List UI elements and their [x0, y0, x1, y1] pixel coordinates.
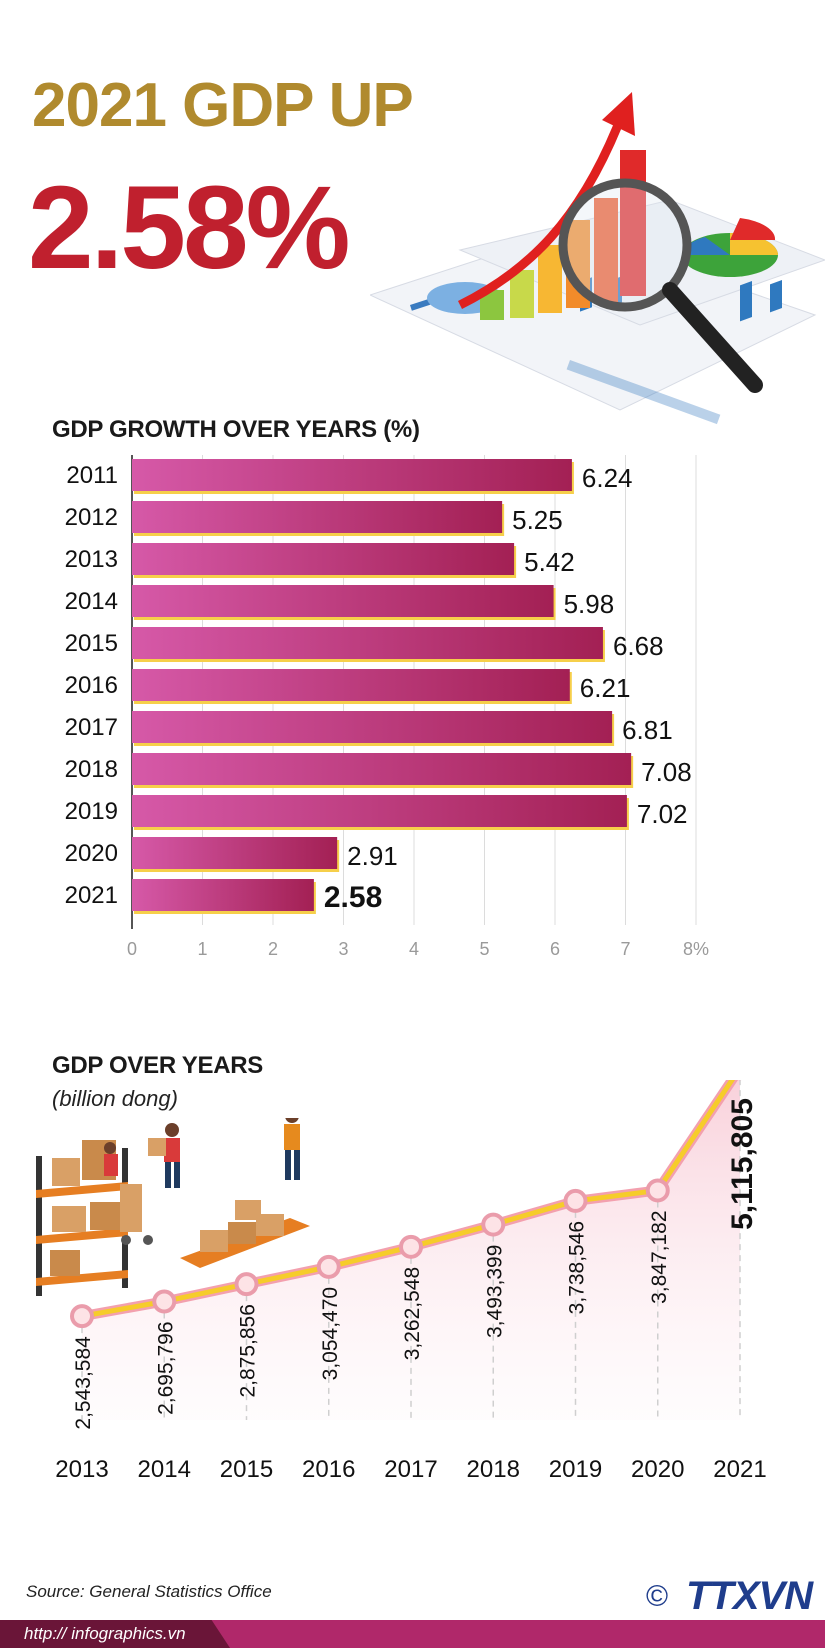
- growth-illustration: [370, 92, 825, 425]
- data-label: 3,738,546: [566, 1221, 589, 1314]
- pie-chart-icon: [682, 218, 778, 277]
- data-point: [234, 1272, 259, 1297]
- y-category-label: 2012: [65, 504, 118, 531]
- data-label: 3,054,470: [319, 1287, 342, 1380]
- data-point: [563, 1188, 588, 1213]
- y-category-label: 2013: [65, 546, 118, 573]
- data-label: 2,543,584: [72, 1336, 95, 1430]
- data-label: 6.68: [613, 631, 664, 661]
- data-label: 3,262,548: [401, 1267, 424, 1360]
- data-label: 6.21: [580, 673, 631, 703]
- data-label: 5.25: [512, 505, 563, 535]
- x-tick-label: 2021: [713, 1456, 766, 1483]
- source-note: Source: General Statistics Office: [26, 1582, 272, 1601]
- y-category-label: 2015: [65, 630, 118, 657]
- data-label: 2,875,856: [237, 1304, 260, 1397]
- gdp-growth-bar-chart: 0 1 2 3 4 5 6 7 8% 2011 6.24 2012 5.25 2013 5.42 2014 5…: [65, 455, 709, 959]
- bar: [132, 795, 627, 827]
- y-category-label: 2020: [65, 840, 118, 867]
- data-point: [152, 1289, 177, 1314]
- growth-chart-title: GDP GROWTH OVER YEARS (%): [52, 416, 420, 443]
- x-tick-label: 0: [127, 939, 137, 959]
- gdp-chart-title: GDP OVER YEARS: [52, 1052, 263, 1079]
- x-tick-label: 2014: [138, 1456, 191, 1483]
- x-tick-label: 3: [338, 939, 348, 959]
- x-tick-label: 2018: [467, 1456, 520, 1483]
- x-tick-label: 2017: [384, 1456, 437, 1483]
- data-label: 5.42: [524, 547, 575, 577]
- bar: [132, 459, 572, 491]
- bar: [132, 585, 554, 617]
- bar: [132, 669, 570, 701]
- x-tick-label: 2013: [55, 1456, 108, 1483]
- data-label: 6.81: [622, 715, 673, 745]
- data-point: [70, 1304, 94, 1329]
- y-category-label: 2018: [65, 756, 118, 783]
- pallet-icon: [180, 1200, 310, 1268]
- data-label: 2.58: [324, 881, 382, 914]
- bar: [132, 753, 632, 785]
- bar-chart-icon: [480, 150, 646, 320]
- worker-icon: [104, 1118, 300, 1245]
- footer-url-link[interactable]: http:// infographics.vn: [0, 1620, 230, 1648]
- x-tick-label: 6: [550, 939, 560, 959]
- data-label: 3,847,182: [648, 1210, 671, 1303]
- x-tick-label: 1: [197, 939, 207, 959]
- magnifier-icon: [558, 178, 763, 393]
- bar: [132, 837, 338, 869]
- data-point: [399, 1234, 423, 1259]
- data-label: 7.02: [637, 799, 688, 829]
- x-tick-label: 4: [409, 939, 419, 959]
- gdp-chart-unit: (billion dong): [52, 1086, 178, 1111]
- x-tick-label: 2: [268, 939, 278, 959]
- data-label: 2.91: [347, 841, 398, 871]
- data-label: 5,115,805: [726, 1098, 759, 1230]
- bar: [132, 711, 613, 743]
- y-category-label: 2011: [66, 462, 118, 489]
- headline-title: 2021 GDP UP: [32, 71, 414, 140]
- bar: [132, 627, 603, 659]
- y-category-label: 2017: [65, 714, 118, 741]
- x-tick-label: 2015: [220, 1456, 273, 1483]
- headline-growth-value: 2.58%: [28, 162, 351, 294]
- data-point: [645, 1178, 670, 1203]
- data-point: [481, 1212, 506, 1237]
- x-tick-label: 2016: [302, 1456, 355, 1483]
- bar: [132, 501, 503, 533]
- y-category-label: 2021: [65, 882, 118, 909]
- y-category-label: 2014: [65, 588, 118, 615]
- warehouse-illustration: [36, 1118, 310, 1296]
- x-tick-label: 2020: [631, 1456, 684, 1483]
- x-tick-label: 5: [479, 939, 489, 959]
- x-tick-label: 8%: [683, 939, 709, 959]
- gdp-line-chart: 2,543,584 2,695,796 2,875,856 3,054,470 3,26…: [55, 1080, 767, 1483]
- data-point: [316, 1254, 341, 1279]
- y-category-label: 2019: [65, 798, 118, 825]
- data-label: 7.08: [641, 757, 692, 787]
- copyright-icon: ©: [646, 1580, 669, 1613]
- bar: [132, 879, 314, 911]
- data-label: 6.24: [582, 463, 633, 493]
- x-tick-label: 7: [620, 939, 630, 959]
- data-label: 5.98: [564, 589, 615, 619]
- trend-arrow-icon: [457, 92, 635, 310]
- bar: [132, 543, 515, 575]
- agency-logo: TTXVN: [686, 1574, 813, 1618]
- data-label: 3,493,399: [483, 1245, 506, 1338]
- data-label: 2,695,796: [154, 1321, 177, 1414]
- y-category-label: 2016: [65, 672, 118, 699]
- x-tick-label: 2019: [549, 1456, 602, 1483]
